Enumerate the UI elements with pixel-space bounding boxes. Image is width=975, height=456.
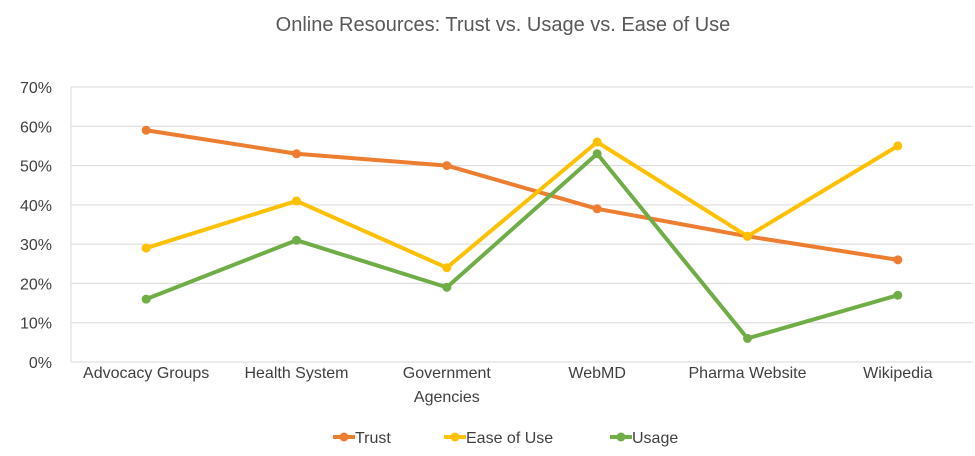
y-tick-label: 60%	[20, 119, 52, 136]
data-point	[893, 290, 903, 300]
y-tick-label: 40%	[20, 198, 52, 215]
data-point	[141, 243, 151, 253]
data-point	[141, 294, 151, 304]
series-ease-of-use	[141, 137, 903, 273]
series-usage	[141, 149, 903, 343]
x-tick-label: Wikipedia	[863, 365, 932, 382]
x-axis-ticks: Advocacy Groups Health System Government Ag…	[83, 365, 933, 406]
series-trust	[141, 125, 903, 265]
series-lines	[141, 125, 903, 343]
data-point	[292, 149, 301, 159]
series-line	[144, 140, 900, 270]
y-tick-label: 0%	[29, 355, 52, 372]
y-tick-label: 30%	[20, 237, 52, 254]
y-tick-label: 70%	[20, 80, 52, 97]
x-tick-label: Health System	[244, 365, 348, 382]
legend-marker	[450, 432, 460, 442]
legend: Trust Ease of Use Usage	[333, 430, 678, 447]
x-tick-label: Government Agencies	[403, 365, 492, 406]
x-tick-label: Advocacy Groups	[83, 365, 209, 382]
data-point	[592, 149, 602, 159]
data-point	[292, 196, 301, 206]
data-point	[592, 137, 602, 147]
y-tick-label: 10%	[20, 316, 52, 333]
legend-marker	[616, 432, 626, 442]
y-tick-label: 50%	[20, 159, 52, 176]
data-point	[893, 255, 903, 265]
data-point	[141, 125, 151, 135]
legend-marker	[339, 432, 349, 442]
data-point	[292, 235, 301, 245]
data-point	[592, 204, 602, 214]
data-point	[442, 282, 452, 292]
legend-label: Trust	[355, 430, 391, 447]
legend-label: Usage	[632, 430, 678, 447]
x-tick-label: WebMD	[568, 365, 626, 382]
series-line	[144, 151, 900, 341]
legend-item: Trust	[333, 430, 391, 447]
data-point	[743, 231, 752, 241]
legend-label: Ease of Use	[466, 430, 553, 447]
x-tick-label: Pharma Website	[689, 365, 807, 382]
data-point	[442, 263, 452, 273]
data-point	[442, 161, 452, 171]
gridlines	[70, 86, 973, 363]
series-line	[144, 128, 900, 262]
chart-title: Online Resources: Trust vs. Usage vs. Ea…	[276, 14, 731, 36]
y-axis-ticks: 0% 10% 20% 30% 40% 50% 60% 70%	[20, 80, 52, 372]
data-point	[743, 333, 752, 343]
y-tick-label: 20%	[20, 276, 52, 293]
legend-item: Ease of Use	[444, 430, 553, 447]
legend-item: Usage	[610, 430, 678, 447]
data-point	[893, 141, 903, 151]
